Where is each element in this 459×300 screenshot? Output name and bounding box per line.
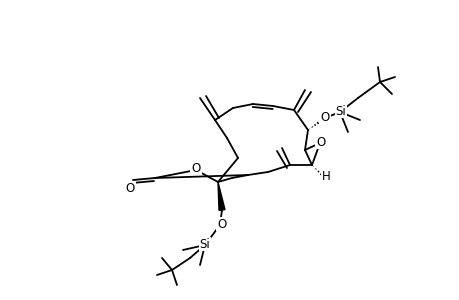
Polygon shape	[218, 182, 224, 210]
Text: Si: Si	[335, 104, 346, 118]
Text: O: O	[316, 136, 325, 148]
Text: O: O	[125, 182, 134, 194]
Text: Si: Si	[199, 238, 210, 250]
Text: H: H	[321, 170, 330, 184]
Text: O: O	[217, 218, 226, 230]
Text: O: O	[191, 161, 200, 175]
Text: O: O	[319, 110, 329, 124]
